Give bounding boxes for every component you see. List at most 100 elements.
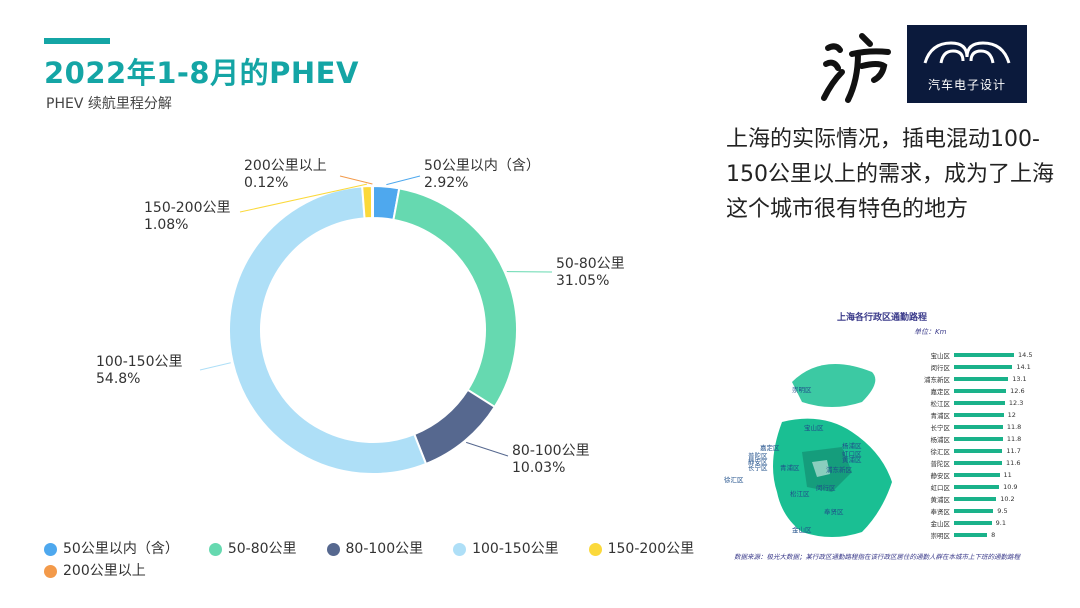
map-district-label: 奉贤区 [824, 508, 844, 516]
district-name: 长宁区 [930, 424, 951, 432]
donut-slice-4 [228, 185, 428, 475]
district-value: 13.1 [1012, 375, 1027, 383]
chart-legend: 50公里以内（含） 50-80公里 80-100公里 100-150公里 150-200… [44, 538, 744, 582]
district-bar-row: 徐汇区 11.7 [918, 446, 1021, 456]
district-bar-row: 崇明区 8 [918, 530, 996, 540]
district-value: 10.9 [1003, 483, 1018, 491]
district-name: 普陀区 [930, 460, 951, 468]
legend-label: 100-150公里 [472, 541, 559, 557]
map-district-label: 普陀区 [748, 452, 768, 460]
leader-line-3 [466, 441, 509, 457]
district-value: 9.1 [995, 519, 1006, 527]
legend-swatch [588, 542, 602, 556]
district-bar [954, 413, 1004, 417]
district-name: 徐汇区 [930, 448, 951, 456]
shanghai-map-shape [773, 364, 892, 537]
legend-swatch [453, 542, 467, 556]
district-bar-row: 杨浦区 11.8 [918, 434, 1022, 444]
map-title: 上海各行政区通勤路程 [836, 313, 927, 323]
legend-label: 50-80公里 [227, 541, 297, 557]
legend-swatch [44, 542, 57, 556]
legend-swatch [326, 542, 340, 556]
district-name: 黄浦区 [930, 496, 951, 504]
district-name: 浦东新区 [924, 376, 950, 384]
legend-label: 80-100公里 [345, 541, 424, 557]
district-name: 金山区 [930, 520, 951, 528]
district-value: 8 [991, 531, 996, 539]
car-logo-icon [923, 41, 1011, 64]
map-district-label: 虹口区 [842, 450, 862, 458]
district-value: 10.2 [1000, 495, 1015, 503]
page-title: 2022年1-8月的PHEV [44, 56, 359, 90]
district-bar-row: 浦东新区 13.1 [918, 374, 1027, 384]
map-district-label: 长宁区 [748, 464, 768, 472]
donut-slice-5 [361, 184, 374, 220]
district-bar [954, 353, 1014, 357]
district-bar-row: 松江区 12.3 [918, 398, 1024, 408]
map-district-label: 宝山区 [804, 424, 824, 432]
district-bar [954, 401, 1005, 405]
district-bar-row: 奉贤区 9.5 [918, 506, 1008, 516]
leader-line-1 [386, 175, 421, 186]
district-value: 11.7 [1006, 447, 1021, 455]
district-value: 9.5 [997, 507, 1008, 515]
legend-item: 150-200公里 [588, 538, 694, 560]
slice-value-label: 54.8% [96, 371, 140, 387]
slice-category-label: 50公里以内（含） [424, 158, 540, 174]
map-source-note: 数据来源：极光大数据；某行政区通勤路程指在该行政区居住的通勤人群在本城市上下班的… [734, 553, 1020, 561]
map-district-label: 徐汇区 [724, 476, 744, 484]
commute-map-image: 上海各行政区通勤路程 单位：Km 崇明区 宝山区 嘉定区 普陀区 静安区 长宁区 徐汇区 杨浦… [722, 302, 1042, 578]
district-name: 崇明区 [930, 532, 951, 540]
slice-category-label: 80-100公里 [512, 443, 590, 459]
district-value: 11.8 [1006, 423, 1022, 431]
slice-value-label: 0.12% [244, 175, 288, 191]
district-bar [954, 533, 988, 537]
district-bar-row: 青浦区 12 [918, 410, 1016, 420]
donut-slice-2 [392, 187, 518, 409]
district-bar [954, 449, 1003, 453]
district-name: 杨浦区 [930, 436, 951, 444]
map-district-label: 浦东新区 [826, 466, 852, 474]
district-bar [954, 389, 1007, 393]
district-bar [954, 461, 1002, 465]
legend-item: 80-100公里 [326, 538, 424, 560]
donut-slice-6 [370, 184, 374, 220]
district-name: 奉贤区 [930, 508, 951, 516]
district-bar-row: 黄浦区 10.2 [918, 494, 1015, 504]
district-value: 12 [1007, 411, 1016, 419]
district-bar-row: 宝山区 14.5 [918, 350, 1033, 360]
map-district-label: 松江区 [790, 490, 810, 498]
district-name: 闵行区 [930, 364, 951, 372]
district-bar-row: 普陀区 11.6 [918, 458, 1021, 468]
slice-category-label: 50-80公里 [556, 256, 625, 272]
legend-item: 50-80公里 [208, 538, 297, 560]
legend-item: 200公里以上 [44, 560, 146, 582]
district-bar [954, 509, 994, 513]
district-name: 宝山区 [930, 352, 951, 360]
district-bar-row: 闵行区 14.1 [918, 362, 1031, 372]
district-value: 12.6 [1010, 387, 1025, 395]
leader-line-6 [339, 175, 373, 185]
slice-value-label: 31.05% [556, 273, 609, 289]
legend-swatch [44, 564, 57, 578]
title-accent-bar [44, 38, 110, 44]
district-bar-row: 虹口区 10.9 [918, 482, 1018, 492]
legend-swatch [208, 542, 222, 556]
district-value: 11.8 [1006, 435, 1022, 443]
district-bar [954, 425, 1003, 429]
slice-value-label: 10.03% [512, 460, 565, 476]
district-value: 11.6 [1006, 459, 1021, 467]
district-value: 12.3 [1008, 399, 1024, 407]
slice-category-label: 100-150公里 [96, 354, 183, 370]
district-value: 14.1 [1016, 363, 1031, 371]
district-bar [954, 377, 1009, 381]
district-bar [954, 485, 1000, 489]
district-bar [954, 497, 997, 501]
legend-label: 200公里以上 [63, 563, 146, 579]
map-district-label: 金山区 [792, 526, 812, 534]
district-name: 虹口区 [930, 484, 951, 492]
map-district-label: 崇明区 [792, 386, 812, 394]
district-name: 静安区 [930, 472, 951, 480]
leader-line-4 [199, 362, 231, 371]
